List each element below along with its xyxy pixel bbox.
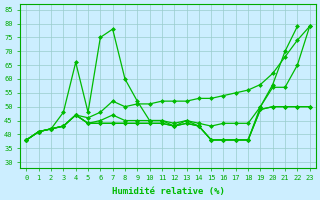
X-axis label: Humidité relative (%): Humidité relative (%): [112, 187, 225, 196]
